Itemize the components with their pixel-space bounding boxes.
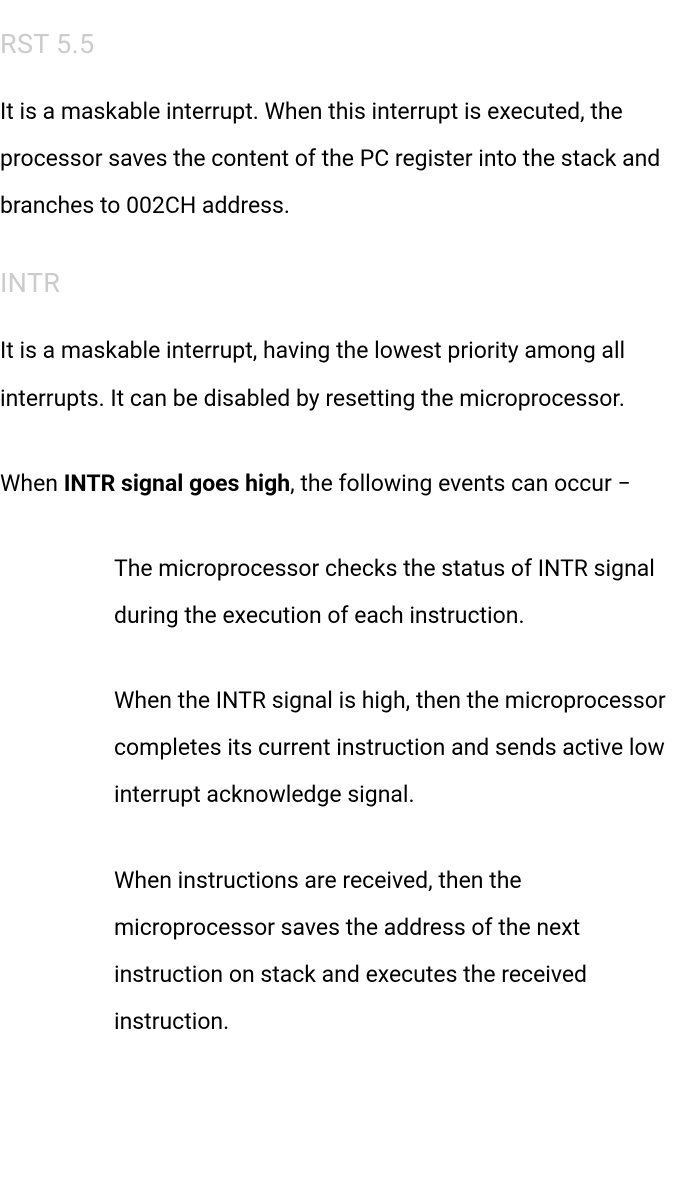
- list-item: When the INTR signal is high, then the m…: [114, 677, 683, 818]
- intro-prefix: When: [0, 470, 64, 497]
- list-item: When instructions are received, then the…: [114, 857, 683, 1046]
- events-list: The microprocessor checks the status of …: [0, 545, 693, 1045]
- list-item: The microprocessor checks the status of …: [114, 545, 683, 639]
- section-heading-rst55: RST 5.5: [0, 28, 693, 60]
- intro-suffix: , the following events can occur −: [290, 470, 630, 497]
- intr-intro: When INTR signal goes high, the followin…: [0, 460, 693, 507]
- intr-description: It is a maskable interrupt, having the l…: [0, 327, 693, 421]
- section-heading-intr: INTR: [0, 267, 693, 299]
- rst55-description: It is a maskable interrupt. When this in…: [0, 88, 693, 229]
- intro-bold-text: INTR signal goes high: [64, 470, 290, 497]
